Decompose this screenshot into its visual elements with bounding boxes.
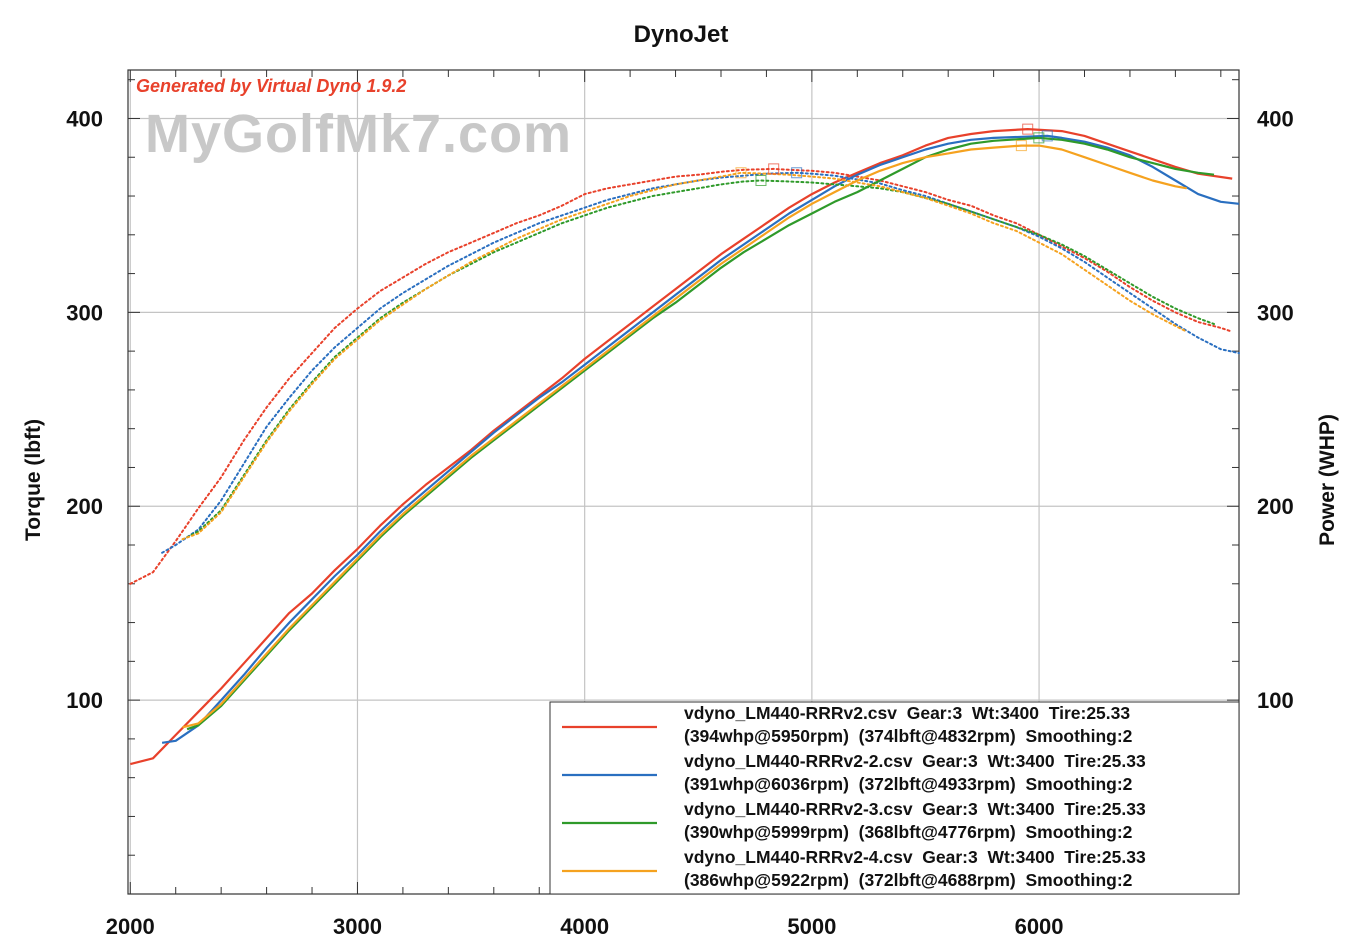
- y-left-tick-label-100: 100: [66, 688, 103, 713]
- data-curves: [129, 128, 1240, 766]
- legend-line-1-2: (394whp@5950rpm) (374lbft@4832rpm) Smoot…: [684, 726, 1133, 746]
- peak-power-marker-4: [1015, 140, 1027, 152]
- y-right-tick-label-400: 400: [1257, 106, 1294, 131]
- legend-line-2-2: (391whp@6036rpm) (372lbft@4933rpm) Smoot…: [684, 774, 1133, 794]
- chart-title: DynoJet: [634, 21, 729, 48]
- legend-line-4-1: vdyno_LM440-RRRv2-4.csv Gear:3 Wt:3400 T…: [684, 847, 1146, 867]
- peak-power-marker-2: [1041, 130, 1053, 142]
- x-tick-label-3000: 3000: [333, 914, 382, 939]
- peak-torque-marker-4: [735, 167, 747, 179]
- watermark-text: MyGolfMk7.com: [145, 104, 572, 164]
- peak-torque-marker-2: [791, 167, 803, 179]
- legend: vdyno_LM440-RRRv2.csv Gear:3 Wt:3400 Tir…: [549, 701, 1240, 895]
- y-left-tick-label-200: 200: [66, 494, 103, 519]
- power-curve-2: [161, 134, 1240, 744]
- legend-items: vdyno_LM440-RRRv2.csv Gear:3 Wt:3400 Tir…: [562, 703, 1146, 890]
- x-tick-label-5000: 5000: [787, 914, 836, 939]
- legend-box: [549, 701, 1240, 895]
- y-right-tick-label-200: 200: [1257, 494, 1294, 519]
- torque-curve-3: [186, 179, 1215, 539]
- torque-curve-4: [181, 171, 1188, 541]
- legend-line-1-1: vdyno_LM440-RRRv2.csv Gear:3 Wt:3400 Tir…: [684, 703, 1130, 723]
- x-tick-label-2000: 2000: [106, 914, 155, 939]
- legend-line-3-2: (390whp@5999rpm) (368lbft@4776rpm) Smoot…: [684, 822, 1133, 842]
- y-right-tick-label-100: 100: [1257, 688, 1294, 713]
- power-curve-4: [182, 144, 1187, 729]
- legend-line-2-1: vdyno_LM440-RRRv2-2.csv Gear:3 Wt:3400 T…: [684, 751, 1146, 771]
- y-left-tick-label-400: 400: [66, 106, 103, 131]
- x-tick-label-4000: 4000: [560, 914, 609, 939]
- y-left-tick-label-300: 300: [66, 300, 103, 325]
- x-tick-label-6000: 6000: [1015, 914, 1064, 939]
- peak-torque-marker-1: [768, 163, 780, 175]
- peak-power-marker-1: [1022, 123, 1034, 135]
- credit-text: Generated by Virtual Dyno 1.9.2: [136, 76, 406, 96]
- power-curve-1: [130, 128, 1233, 766]
- y-axis-left-label: Torque (lbft): [22, 419, 45, 541]
- peak-power-marker-3: [1033, 132, 1045, 144]
- legend-line-3-1: vdyno_LM440-RRRv2-3.csv Gear:3 Wt:3400 T…: [684, 799, 1146, 819]
- y-right-tick-label-300: 300: [1257, 300, 1294, 325]
- legend-line-4-2: (386whp@5922rpm) (372lbft@4688rpm) Smoot…: [684, 870, 1133, 890]
- peak-markers: [735, 123, 1053, 187]
- torque-curve-1: [129, 167, 1234, 585]
- y-axis-right-label: Power (WHP): [1316, 414, 1339, 546]
- tick-labels: 2000 3000 4000 5000 6000 100 100 200 200 300 300 40…: [66, 106, 1293, 939]
- power-curve-3: [186, 136, 1215, 731]
- peak-torque-marker-3: [755, 175, 767, 187]
